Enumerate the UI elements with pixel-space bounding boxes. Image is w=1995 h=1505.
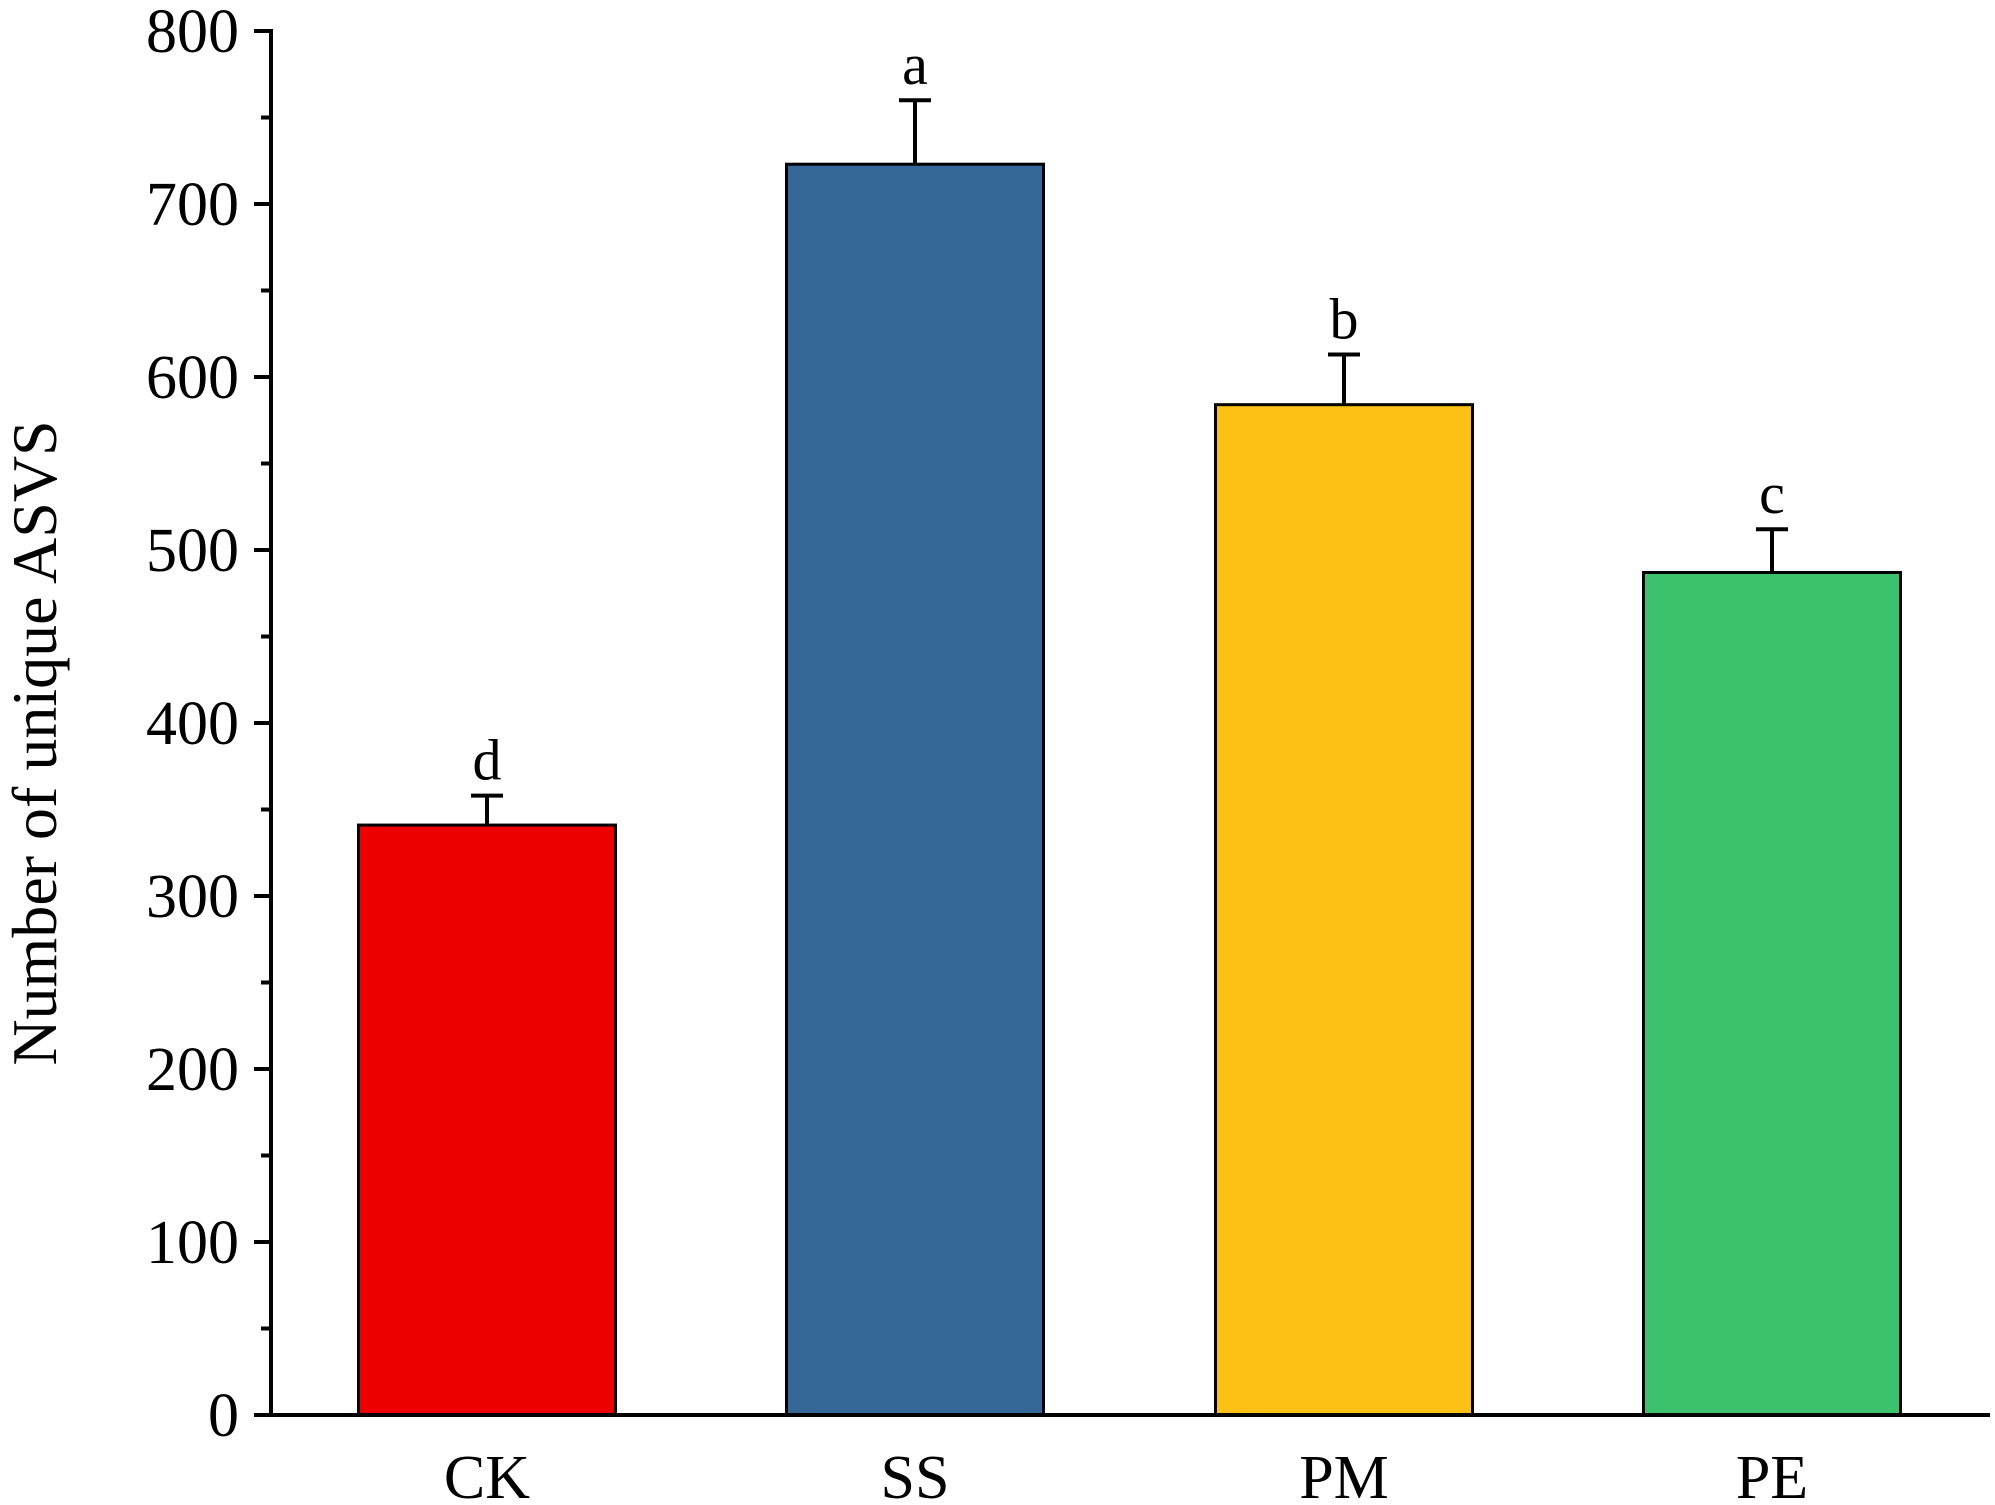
y-tick-label: 800 xyxy=(146,0,239,66)
y-tick-label: 600 xyxy=(146,344,239,412)
bar-ss xyxy=(785,162,1045,1417)
y-tick-label: 500 xyxy=(146,517,239,585)
x-tick-label-pm: PM xyxy=(1299,1444,1389,1505)
x-tick-label-ck: CK xyxy=(444,1444,530,1505)
y-tick-label: 200 xyxy=(146,1036,239,1104)
significance-label-ck: d xyxy=(473,728,502,793)
bar-ck xyxy=(357,823,617,1417)
x-tick-label-ss: SS xyxy=(881,1444,950,1505)
y-tick-label: 700 xyxy=(146,171,239,239)
error-bars-layer xyxy=(471,98,1788,826)
y-tick-label: 100 xyxy=(146,1209,239,1277)
bars-layer xyxy=(357,162,1902,1417)
significance-label-pm: b xyxy=(1330,287,1359,352)
y-tick-label: 0 xyxy=(208,1382,239,1450)
y-tick-label: 400 xyxy=(146,690,239,758)
y-ticks-layer: 0 100 200 300 400 500 600 700 800 xyxy=(146,0,271,1450)
x-tick-label-pe: PE xyxy=(1736,1444,1808,1505)
bar-pm xyxy=(1214,403,1474,1417)
significance-label-ss: a xyxy=(902,32,928,97)
labels-layer: d CK a SS b PM c PE xyxy=(444,32,1808,1505)
y-tick-label: 300 xyxy=(146,863,239,931)
y-axis-title: Number of unique ASVS xyxy=(0,420,70,1065)
significance-label-pe: c xyxy=(1759,461,1785,526)
bar-pe xyxy=(1642,570,1902,1417)
